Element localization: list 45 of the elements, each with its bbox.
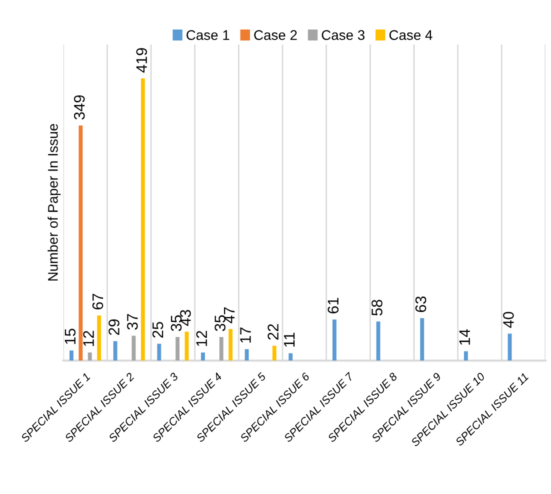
- data-label: 35: [170, 315, 182, 332]
- data-label: 11: [284, 332, 295, 347]
- bar: [97, 315, 102, 361]
- data-label: 12: [83, 330, 94, 346]
- data-label: 40: [503, 312, 514, 328]
- bar: [132, 336, 136, 361]
- legend-label: Case 2: [254, 30, 297, 40]
- data-label: 25: [152, 322, 164, 338]
- bar: [157, 344, 162, 361]
- bar: [376, 322, 380, 361]
- data-label: 349: [74, 95, 85, 120]
- bar: [200, 352, 205, 361]
- data-label: 61: [328, 298, 339, 314]
- data-label: 15: [64, 328, 76, 344]
- bar: [228, 328, 233, 361]
- bar: [140, 78, 145, 361]
- bar: [176, 337, 180, 361]
- legend-label: Case 4: [389, 30, 432, 40]
- data-label: 12: [196, 330, 207, 346]
- bar: [464, 351, 468, 361]
- bar: [219, 337, 224, 361]
- bar: [332, 320, 336, 361]
- data-label: 22: [268, 324, 278, 340]
- bar: [272, 346, 276, 361]
- bar: [88, 352, 92, 361]
- data-label: 29: [108, 319, 120, 335]
- data-label: 14: [459, 329, 470, 345]
- bar: [113, 341, 118, 361]
- bar: [244, 349, 249, 361]
- data-label: 58: [372, 300, 382, 316]
- bar: [70, 350, 74, 361]
- y-axis-title: Number of Paper In Issue: [48, 124, 61, 281]
- data-label: 37: [126, 314, 138, 330]
- data-label: 67: [92, 294, 104, 310]
- data-label: 43: [180, 310, 191, 326]
- data-label: 63: [415, 296, 426, 312]
- legend-label: Case 1: [186, 30, 230, 40]
- data-label: 17: [240, 328, 251, 343]
- bar: [420, 318, 424, 361]
- bar: [288, 353, 293, 361]
- data-label: 419: [136, 48, 148, 73]
- bar: [78, 125, 83, 361]
- data-label: 47: [224, 307, 235, 324]
- legend-label: Case 3: [322, 30, 364, 40]
- data-label: 35: [214, 315, 226, 332]
